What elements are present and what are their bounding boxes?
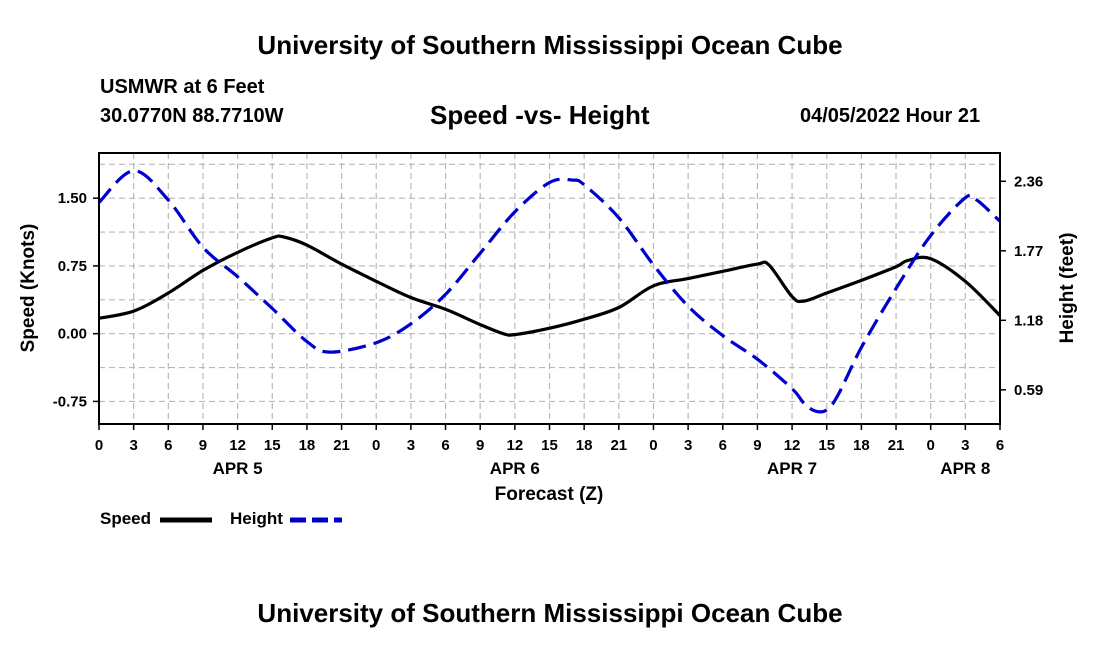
- y-right-tick-label: 0.59: [1014, 382, 1043, 399]
- x-tick-label: 18: [853, 437, 870, 454]
- x-tick-label: 9: [199, 437, 207, 454]
- y-left-tick-label: 0.00: [58, 326, 87, 343]
- y-axis-left-label: Speed (Knots): [18, 224, 39, 353]
- y-right-tick-label: 2.36: [1014, 173, 1043, 190]
- x-tick-label: 3: [407, 437, 415, 454]
- y-left-tick-label: 0.75: [58, 258, 87, 275]
- x-tick-label: 3: [129, 437, 137, 454]
- x-tick-label: 0: [372, 437, 380, 454]
- x-tick-label: 9: [753, 437, 761, 454]
- x-tick-label: 0: [927, 437, 935, 454]
- grid: [99, 153, 1000, 424]
- x-tick-label: 6: [719, 437, 727, 454]
- x-tick-label: 9: [476, 437, 484, 454]
- x-tick-label: 21: [333, 437, 350, 454]
- x-tick-label: 6: [164, 437, 172, 454]
- date-label: APR 7: [767, 459, 817, 478]
- x-tick-label: 0: [649, 437, 657, 454]
- station-label: USMWR at 6 Feet: [100, 76, 265, 98]
- date-label: APR 6: [490, 459, 540, 478]
- x-tick-label: 15: [264, 437, 281, 454]
- x-tick-label: 3: [684, 437, 692, 454]
- coordinates-label: 30.0770N 88.7710W: [100, 105, 284, 127]
- legend-speed-label: Speed: [100, 509, 152, 528]
- y-left-tick-label: -0.75: [53, 393, 87, 410]
- x-tick-label: 21: [610, 437, 627, 454]
- footer-title: University of Southern Mississippi Ocean…: [257, 598, 843, 628]
- series-line-height: [97, 169, 1002, 414]
- series-lines: [97, 169, 1002, 414]
- x-axis-label: Forecast (Z): [495, 484, 604, 505]
- x-tick-label: 12: [784, 437, 801, 454]
- x-tick-label: 12: [229, 437, 246, 454]
- y-right-tick-label: 1.77: [1014, 243, 1043, 260]
- chart-title: University of Southern Mississippi Ocean…: [257, 30, 843, 60]
- datetime-label: 04/05/2022 Hour 21: [800, 105, 981, 127]
- x-tick-label: 21: [888, 437, 905, 454]
- x-tick-label: 3: [961, 437, 969, 454]
- x-tick-label: 15: [818, 437, 835, 454]
- date-label: APR 5: [213, 459, 263, 478]
- chart-subtitle: Speed -vs- Height: [430, 100, 650, 130]
- x-tick-label: 15: [541, 437, 558, 454]
- x-tick-label: 0: [95, 437, 103, 454]
- series-line-speed: [98, 234, 1002, 337]
- x-tick-label: 18: [299, 437, 316, 454]
- x-tick-label: 6: [441, 437, 449, 454]
- date-label: APR 8: [940, 459, 990, 478]
- legend-height-label: Height: [230, 509, 283, 528]
- y-left-tick-label: 1.50: [58, 190, 87, 207]
- y-right-tick-label: 1.18: [1014, 312, 1043, 329]
- x-tick-label: 18: [576, 437, 593, 454]
- x-tick-label: 6: [996, 437, 1004, 454]
- x-tick-label: 12: [507, 437, 524, 454]
- axes: 0 3 6 9 12 15 18 21 0 3 6 9 12 15 18 21 0 3 6 9 12 15 18 21 0 3 6 1…: [53, 173, 1043, 478]
- y-axis-right-label: Height (feet): [1057, 233, 1078, 344]
